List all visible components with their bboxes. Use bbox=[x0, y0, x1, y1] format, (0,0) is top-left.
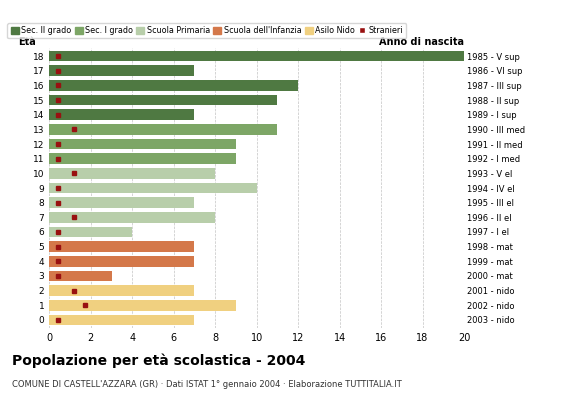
Bar bbox=[49, 110, 194, 120]
Bar bbox=[49, 139, 236, 149]
Bar bbox=[49, 66, 194, 76]
Bar bbox=[49, 197, 194, 208]
Bar bbox=[49, 51, 464, 61]
Bar bbox=[49, 183, 256, 193]
Bar bbox=[49, 154, 236, 164]
Bar bbox=[49, 95, 277, 105]
Bar bbox=[49, 256, 194, 266]
Bar bbox=[49, 168, 215, 179]
Bar bbox=[49, 300, 236, 310]
Legend: Sec. II grado, Sec. I grado, Scuola Primaria, Scuola dell'Infanzia, Asilo Nido, : Sec. II grado, Sec. I grado, Scuola Prim… bbox=[8, 23, 407, 38]
Bar bbox=[49, 241, 194, 252]
Bar bbox=[49, 227, 132, 237]
Bar bbox=[49, 124, 277, 135]
Bar bbox=[49, 212, 215, 222]
Text: Popolazione per età scolastica - 2004: Popolazione per età scolastica - 2004 bbox=[12, 354, 305, 368]
Bar bbox=[49, 80, 298, 91]
Bar bbox=[49, 285, 194, 296]
Bar bbox=[49, 315, 194, 325]
Text: Anno di nascita: Anno di nascita bbox=[379, 37, 464, 47]
Bar bbox=[49, 271, 111, 281]
Text: COMUNE DI CASTELL'AZZARA (GR) · Dati ISTAT 1° gennaio 2004 · Elaborazione TUTTIT: COMUNE DI CASTELL'AZZARA (GR) · Dati IST… bbox=[12, 380, 401, 389]
Text: Età: Età bbox=[18, 37, 36, 47]
